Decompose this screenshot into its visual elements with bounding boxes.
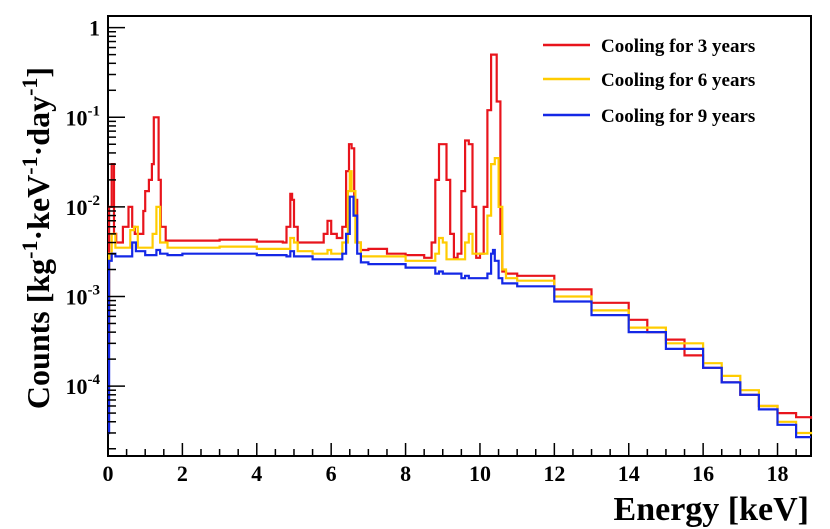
legend-label-6-years: Cooling for 6 years: [601, 70, 755, 91]
y-tick-label: 10-4: [66, 372, 101, 399]
x-tick-label: 12: [543, 461, 565, 486]
x-tick-label: 8: [400, 461, 411, 486]
x-tick-label: 6: [326, 461, 337, 486]
legend-label-9-years: Cooling for 9 years: [601, 106, 755, 127]
x-axis-title: Energy [keV]: [614, 491, 809, 528]
x-tick-labels: 0 2 4 6 8 10 12 14 16 18: [103, 461, 789, 486]
y-title-exp-1: -1: [17, 240, 42, 258]
x-tick-label: 2: [177, 461, 188, 486]
y-tick-label: 10-3: [66, 282, 101, 309]
y-title-part-3: ·day: [20, 96, 56, 156]
y-title-part-1: Counts [kg: [20, 259, 56, 409]
x-tick-label: 0: [103, 461, 114, 486]
y-tick-label: 1: [89, 16, 100, 41]
y-tick-label: 10-1: [66, 103, 101, 130]
y-title-exp-3: -1: [17, 78, 42, 96]
x-tick-label: 16: [692, 461, 714, 486]
series-line-2: [108, 157, 813, 435]
x-tick-label: 10: [469, 461, 491, 486]
series-line-3: [108, 195, 811, 439]
y-title-exp-2: -1: [17, 156, 42, 174]
y-axis-title: Counts [kg-1·keV-1·day-1]: [17, 67, 57, 409]
series-group: [108, 53, 813, 439]
y-tick-labels: 1 10-1 10-2 10-3 10-4: [66, 16, 101, 399]
x-tick-label: 4: [251, 461, 262, 486]
legend: Cooling for 3 years Cooling for 6 years …: [543, 36, 755, 127]
x-tick-label: 14: [618, 461, 640, 486]
x-tick-label: 18: [767, 461, 789, 486]
y-tick-label: 10-2: [66, 193, 101, 220]
y-title-part-4: ]: [20, 67, 56, 78]
legend-label-3-years: Cooling for 3 years: [601, 36, 755, 57]
y-title-part-2: ·keV: [20, 175, 56, 241]
series-line-1: [108, 53, 813, 419]
ticks-group: [107, 26, 797, 456]
